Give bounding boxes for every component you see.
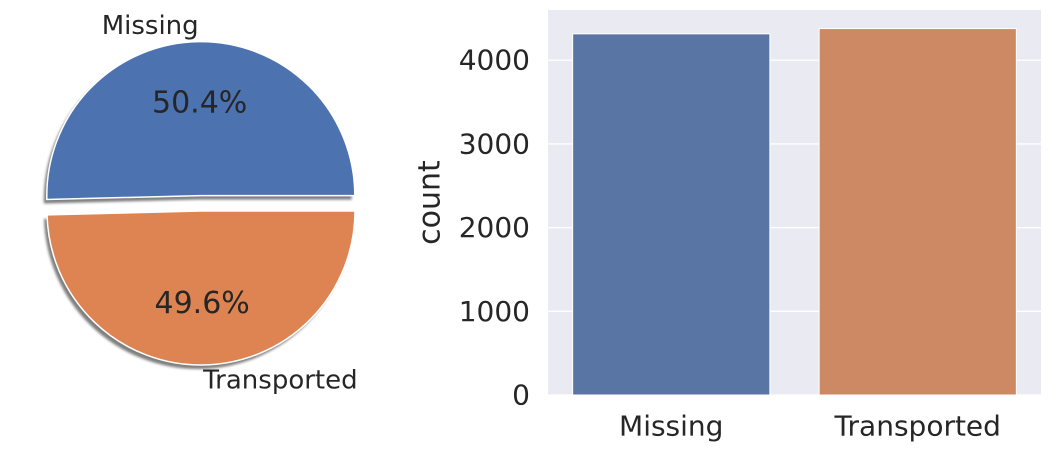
x-tick-labels: Missing Transported (619, 410, 1001, 443)
bars (572, 28, 1017, 396)
y-tick-label-3000: 3000 (459, 127, 530, 160)
pie-pct-label-transported: 49.6% (155, 286, 250, 321)
pie-slice-transported (46, 210, 356, 366)
gridlines (548, 59, 1041, 396)
bar-missing (572, 33, 771, 396)
x-tick-label-missing: Missing (619, 410, 723, 443)
pie-chart: 50.4% Missing 49.6% Transported (43, 11, 358, 395)
y-tick-label-0: 0 (512, 379, 530, 412)
y-tick-label-1000: 1000 (459, 295, 530, 328)
pie-labels: 50.4% Missing 49.6% Transported (102, 11, 358, 395)
bar-transported (818, 28, 1017, 396)
pie-pct-label-missing: 50.4% (152, 86, 247, 121)
pie-category-label-missing: Missing (102, 11, 199, 41)
y-tick-labels: 0 1000 2000 3000 4000 (459, 44, 530, 412)
pie-slice-missing (46, 40, 356, 201)
y-tick-label-2000: 2000 (459, 211, 530, 244)
y-tick-label-4000: 4000 (459, 44, 530, 77)
pie-slices (46, 40, 356, 366)
plot-area (548, 10, 1041, 395)
x-tick-label-transported: Transported (834, 410, 1001, 443)
pie-category-label-transported: Transported (202, 365, 358, 395)
